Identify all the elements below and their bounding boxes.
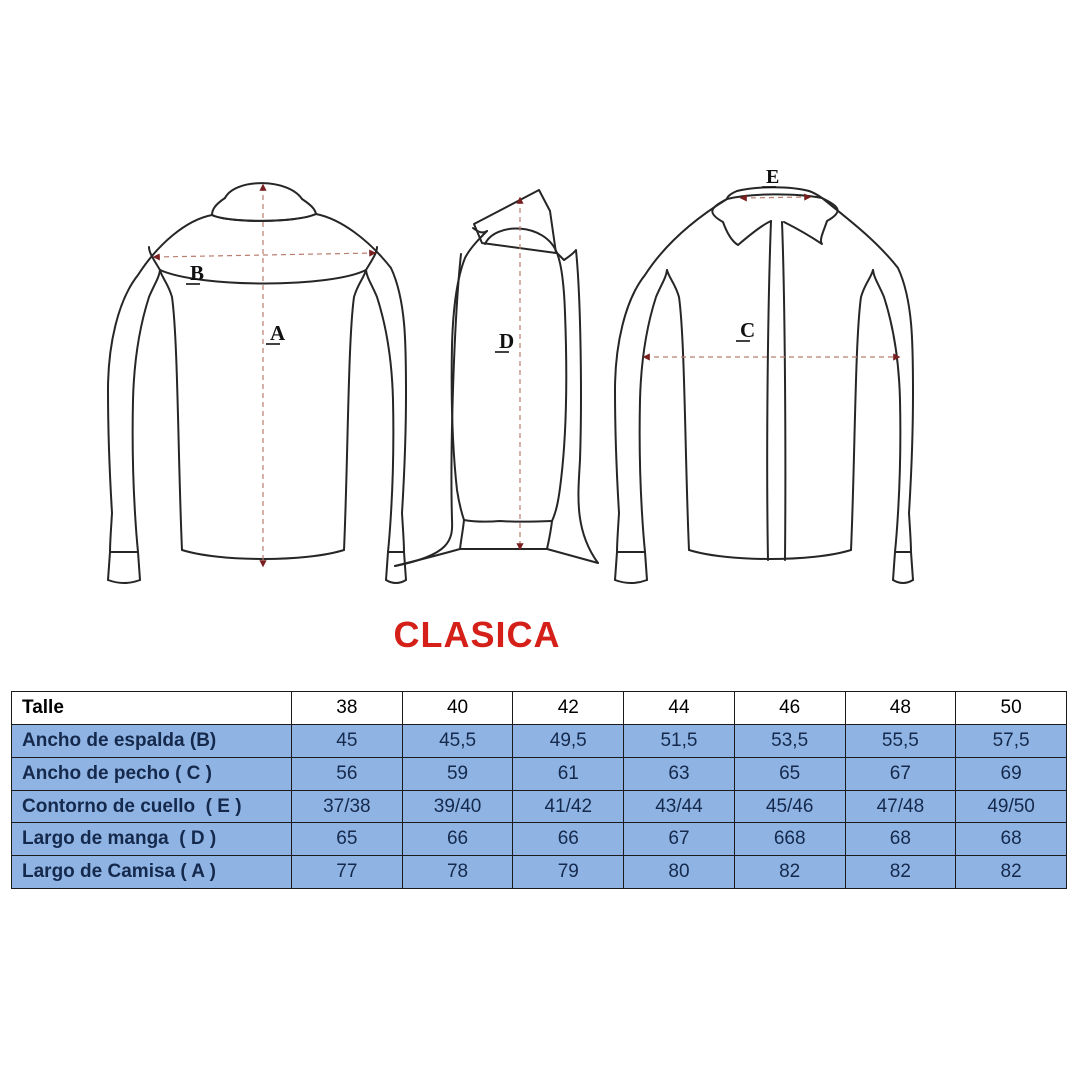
svg-text:E: E <box>766 166 779 188</box>
svg-text:D: D <box>499 329 514 353</box>
svg-text:C: C <box>740 318 755 342</box>
svg-text:B: B <box>190 261 204 285</box>
svg-text:A: A <box>270 321 286 345</box>
